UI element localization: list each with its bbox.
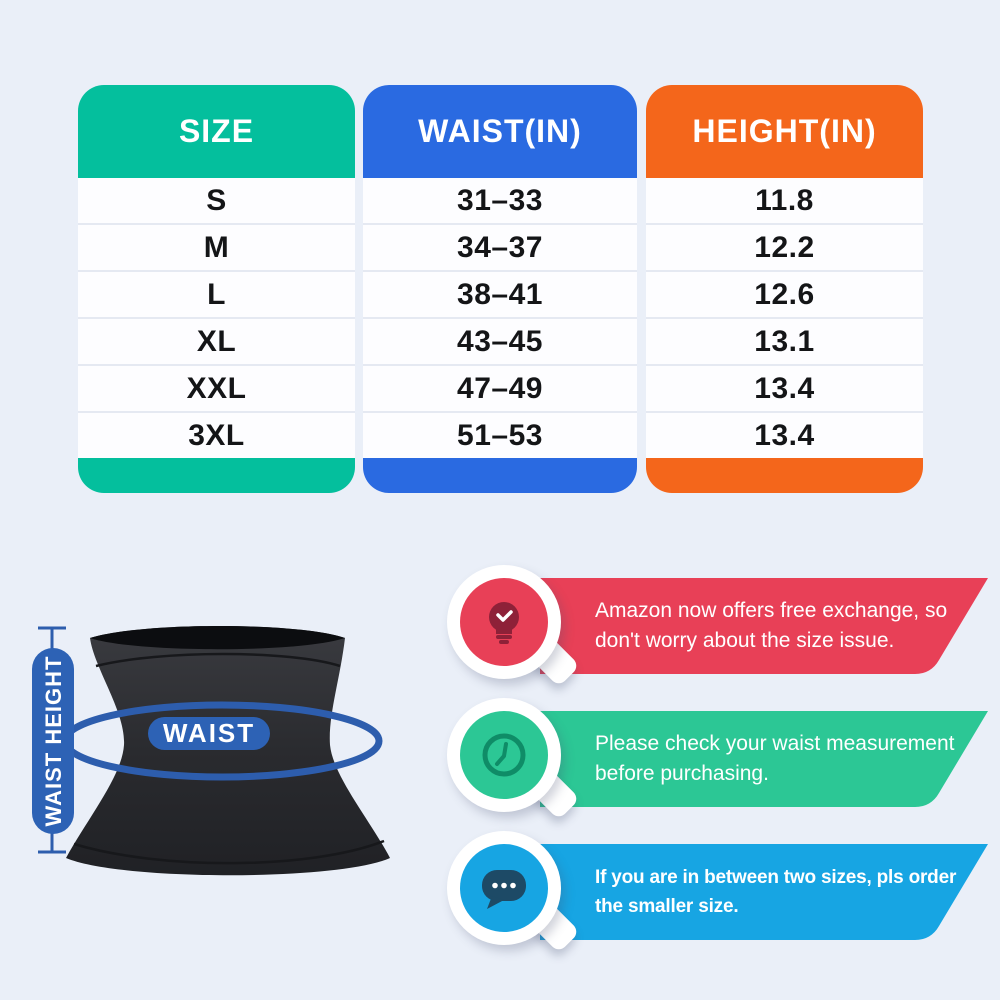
table-cell: 47–49 [363,366,637,413]
table-cell: 12.2 [646,225,923,272]
callout-text-line: Please check your waist measurement [595,732,955,755]
waist-trainer-illustration: WAIST WAIST HEIGHT [32,626,390,876]
chat-badge [447,831,580,953]
table-cell: 38–41 [363,272,637,319]
banner-ribbon-shape [540,711,988,807]
callout-text: Amazon now offers free exchange, so don'… [595,578,980,674]
badge-inner-circle [460,578,548,666]
size-column: SIZE S M L XL XXL 3XL [78,85,355,493]
callout-banner-exchange: Amazon now offers free exchange, so don'… [540,578,990,674]
table-cell: L [78,272,355,319]
waist-column-footer [363,458,637,493]
waist-label: WAIST [163,718,255,748]
waist-column-body: 31–33 34–37 38–41 43–45 47–49 51–53 [363,178,637,458]
table-cell: 13.4 [646,413,923,458]
lightbulb-check-icon [489,602,519,644]
badge-inner-circle [460,711,548,799]
table-cell: S [78,178,355,225]
callout-text: Please check your waist measurement befo… [595,711,980,807]
callout-text-line: don't worry about the size issue. [595,629,895,652]
table-cell: 12.6 [646,272,923,319]
table-cell: 13.1 [646,319,923,366]
garment-seam-bottom [73,839,385,865]
clock-icon [482,733,526,777]
waist-trainer-garment [66,626,390,876]
table-cell: 13.4 [646,366,923,413]
garment-opening [90,626,345,650]
table-cell: 11.8 [646,178,923,225]
callout-text-line: If you are in between two sizes, pls ord… [595,867,957,888]
badge-inner-circle [460,844,548,932]
waist-label-pill [148,717,270,750]
chat-dots-icon [482,870,526,909]
badge-circle [447,565,561,679]
table-cell: 31–33 [363,178,637,225]
height-column: HEIGHT(IN) 11.8 12.2 12.6 13.1 13.4 13.4 [646,85,923,493]
waist-height-pill [32,648,74,834]
height-column-header: HEIGHT(IN) [646,85,923,178]
height-column-body: 11.8 12.2 12.6 13.1 13.4 13.4 [646,178,923,458]
table-cell: 3XL [78,413,355,458]
callout-text-line: the smaller size. [595,896,739,917]
callout-text-line: Amazon now offers free exchange, so [595,599,948,622]
clock-badge [447,698,580,820]
callout-banner-measure: Please check your waist measurement befo… [540,711,990,807]
banner-ribbon-shape [540,578,988,674]
banner-ribbon-shape [540,844,988,940]
waist-height-measure: WAIST HEIGHT [32,626,74,854]
waist-height-label: WAIST HEIGHT [41,656,66,827]
table-cell: 43–45 [363,319,637,366]
size-column-body: S M L XL XXL 3XL [78,178,355,458]
height-column-footer [646,458,923,493]
garment-seam-top [95,652,341,668]
size-column-footer [78,458,355,493]
table-cell: 51–53 [363,413,637,458]
badge-circle [447,831,561,945]
table-cell: M [78,225,355,272]
callout-text: If you are in between two sizes, pls ord… [595,844,980,940]
callout-banner-sizing: If you are in between two sizes, pls ord… [540,844,990,940]
table-cell: XL [78,319,355,366]
lightbulb-badge [447,565,580,687]
table-cell: XXL [78,366,355,413]
waist-column: WAIST(IN) 31–33 34–37 38–41 43–45 47–49 … [363,85,637,493]
size-column-header: SIZE [78,85,355,178]
waist-column-header: WAIST(IN) [363,85,637,178]
badge-circle [447,698,561,812]
callout-text-line: before purchasing. [595,762,769,785]
table-cell: 34–37 [363,225,637,272]
